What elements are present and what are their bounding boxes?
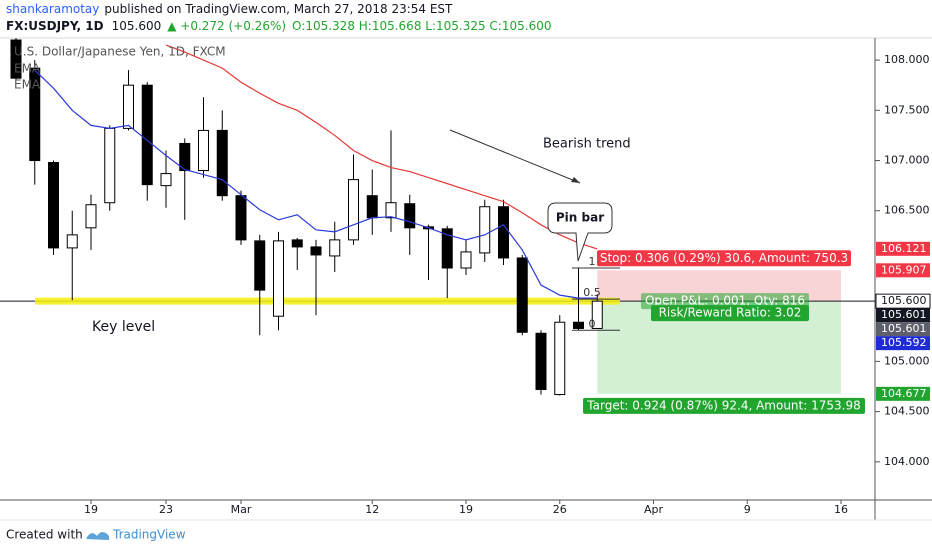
x-tick-label: 9 [744,503,751,516]
ema-line [165,44,598,250]
candle-body [123,84,134,129]
candle-body [235,195,247,241]
rr-label: Risk/Reward Ratio: 3.02 [659,306,802,320]
author[interactable]: shankaramotay [6,2,99,16]
candle-body [160,173,172,187]
price-label: 105.601 [881,322,927,335]
price-label-box [876,308,930,323]
price-label-box [876,241,930,256]
logo [86,532,109,540]
candle-body [329,239,341,257]
price-label-box [876,336,930,351]
y-tick-label: 107.000 [884,154,930,167]
published: published on TradingView.com, March 27, … [104,2,453,16]
price-label-box [876,322,930,337]
pnl-label: Open P&L: 0.001, Qty: 816 [645,294,805,308]
legend-entry: EMA [14,78,41,92]
candle-body [310,246,322,256]
x-tick-label: 16 [834,503,848,516]
x-tick-label: 19 [84,503,98,516]
price-label-box [876,386,930,401]
price-label: 105.601 [881,308,927,321]
target-label: Target: 0.924 (0.87%) 92.4, Amount: 1753… [586,398,860,412]
candle-body [29,67,41,162]
candle-body [535,332,547,391]
fib-label: 1 [589,255,596,268]
x-tick-label: Apr [644,503,664,516]
candle-body [479,206,491,254]
symbol: FX:USDJPY, 1D [6,19,104,33]
y-tick-label: 108.000 [884,53,930,66]
candle-body [104,127,116,204]
header-line: shankaramotay published on TradingView.co… [6,2,453,16]
symbol-line: FX:USDJPY, 1D 105.600 ▲ +0.272 (+0.26%) O:1… [6,19,551,33]
candle-body [66,234,78,249]
x-tick-label: 26 [553,503,567,516]
x-tick-label: Mar [231,503,252,516]
x-tick-label: 19 [459,503,473,516]
candle-body [591,300,603,329]
candle-body [460,251,472,269]
candle-body [348,179,359,241]
y-tick-label: 105.000 [884,354,930,367]
candle-body [198,129,209,172]
price-label: 105.600 [881,294,927,307]
fib-label: 0.5 [583,286,601,299]
rr-label-box [651,305,809,322]
candle-body [498,206,509,259]
trend-text: Bearish trend [543,137,631,152]
candle-body [141,84,153,186]
price-label: 105.907 [881,263,927,276]
price-label: 106.121 [881,242,927,255]
candle-body [385,202,397,219]
axes: 104.000 104.500 105.000 106.500 107.000 107.5… [84,53,931,516]
candle-body [85,204,97,229]
candle-body [273,240,284,317]
ema-line [34,69,598,299]
callout-text: Pin bar [556,211,604,225]
trend-arrow [449,129,581,184]
candle-body [291,239,303,248]
last-price: 105.600 [112,19,162,33]
plot: Key level 1 0.5 0 Bearish trend Pin bar Stop: … [0,38,875,414]
target-label-box [583,397,865,414]
stop-label: Stop: 0.306 (0.29%) 30.6, Amount: 750.3 [600,251,848,265]
y-tick-label: 107.500 [884,103,930,116]
stop-label-box [597,250,851,267]
legend-entry: EMA [14,62,41,76]
candle-body [10,39,22,79]
candle-body [366,195,378,219]
candle-body [179,142,191,172]
price-label: 105.592 [881,336,927,349]
change: ▲ +0.272 (+0.26%) [167,19,286,33]
key-level-text: Key level [92,319,155,335]
y-tick-label: 106.500 [884,204,930,217]
ohlc: O:105.328 H:105.668 L:105.325 C:105.600 [292,19,551,33]
arrow-head [571,177,580,183]
candle-body [441,228,453,269]
footer-text: Created with [6,528,83,542]
x-tick-label: 12 [365,503,379,516]
x-tick-label: 23 [159,503,173,516]
price-label-box [876,263,930,278]
fib-label: 0 [589,317,596,330]
candle-body [404,203,416,229]
footer-brand[interactable]: TradingView [112,528,186,542]
price-label: 104.677 [881,387,927,400]
candle-body [516,257,528,333]
callout-box [547,202,613,262]
instrument-legend: U.S. Dollar/Japanese Yen, 1D, FXCM [14,45,226,59]
candle-body [254,240,266,291]
y-tick-label: 104.000 [884,455,930,468]
y-tick-label: 104.500 [884,405,930,418]
candle-body [573,321,584,329]
candle-body [216,129,228,197]
candle-body [48,162,59,249]
candle-body [554,321,566,396]
